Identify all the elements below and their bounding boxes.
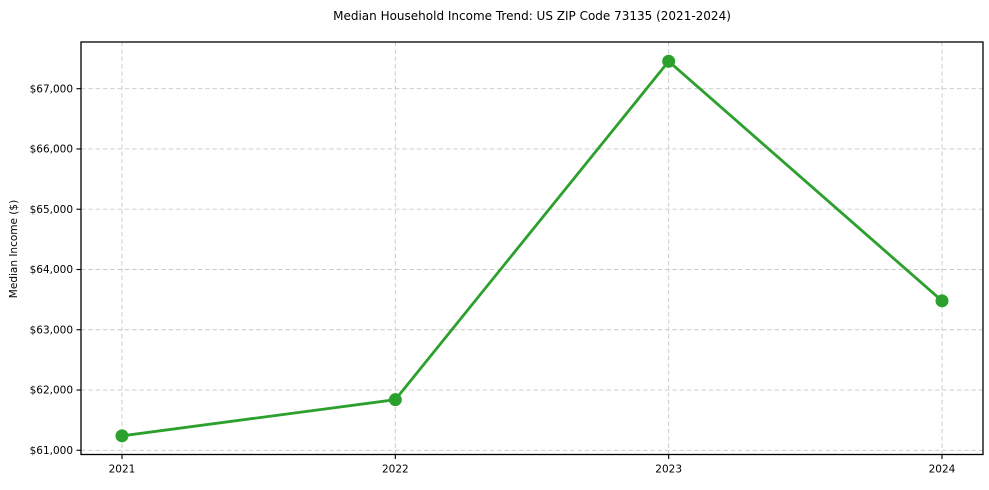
y-axis-tick-label: $62,000 [30,385,73,397]
x-axis-tick-label: 2023 [655,464,682,476]
x-axis-tick-label: 2024 [929,464,956,476]
y-axis-tick-label: $63,000 [30,324,73,336]
x-axis-tick-label: 2021 [109,464,136,476]
y-axis-tick-label: $61,000 [30,445,73,457]
y-axis-tick-label: $66,000 [30,144,73,156]
data-point [662,54,676,68]
axes-spines [80,41,984,456]
chart-title: Median Household Income Trend: US ZIP Co… [333,9,731,23]
x-axis-tick-label: 2022 [382,464,409,476]
data-point [115,429,129,443]
data-point [935,294,949,308]
y-axis-tick-label: $64,000 [30,264,73,276]
series-line [120,59,944,438]
y-axis-tick-label: $67,000 [30,83,73,95]
y-axis-tick-label: $65,000 [30,204,73,216]
data-point [388,393,402,407]
